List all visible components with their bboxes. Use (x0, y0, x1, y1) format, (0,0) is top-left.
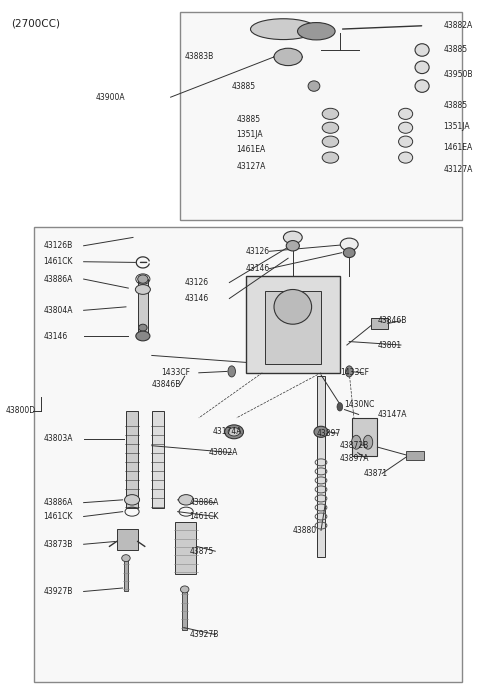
Bar (406, 451, 424, 459)
Ellipse shape (139, 324, 147, 331)
Text: 43871: 43871 (363, 469, 387, 478)
Ellipse shape (415, 80, 429, 92)
Text: 1351JA: 1351JA (237, 130, 263, 139)
Ellipse shape (415, 44, 429, 56)
Ellipse shape (322, 136, 339, 147)
Ellipse shape (322, 122, 339, 133)
Bar (246, 275, 340, 373)
Text: 43927B: 43927B (44, 587, 73, 596)
Circle shape (346, 366, 353, 377)
Bar (372, 318, 388, 329)
Text: 43127A: 43127A (443, 165, 473, 174)
Text: 1461EA: 1461EA (443, 143, 472, 152)
Text: 43126: 43126 (185, 278, 209, 287)
Text: 1461EA: 1461EA (237, 146, 265, 155)
Text: 43846B: 43846B (377, 316, 407, 325)
Text: 43127A: 43127A (237, 162, 266, 171)
Ellipse shape (398, 136, 413, 147)
Text: 43873B: 43873B (44, 539, 73, 549)
Text: 43885: 43885 (237, 115, 261, 124)
Ellipse shape (415, 61, 429, 74)
Bar (264, 291, 321, 364)
Text: 43800D: 43800D (6, 406, 36, 415)
Text: 43885: 43885 (443, 45, 468, 54)
Text: 43804A: 43804A (44, 306, 73, 315)
Ellipse shape (122, 555, 130, 562)
Ellipse shape (225, 425, 243, 438)
Ellipse shape (124, 495, 140, 505)
Text: 43897: 43897 (316, 429, 341, 438)
Text: 43801: 43801 (377, 341, 402, 349)
Circle shape (228, 366, 236, 377)
Text: 43882A: 43882A (443, 21, 472, 30)
Text: 43126B: 43126B (44, 241, 73, 250)
Ellipse shape (398, 122, 413, 133)
Text: 43803A: 43803A (44, 434, 73, 443)
Ellipse shape (138, 275, 148, 283)
Text: 43886A: 43886A (44, 498, 73, 507)
Ellipse shape (228, 428, 240, 436)
Circle shape (351, 436, 361, 449)
Text: 43897A: 43897A (340, 454, 369, 463)
Text: (2700CC): (2700CC) (11, 19, 60, 29)
Bar (138, 279, 148, 335)
Text: 1351JA: 1351JA (443, 122, 470, 131)
Text: 1461CK: 1461CK (190, 512, 219, 521)
Bar (175, 522, 196, 574)
Circle shape (337, 403, 343, 411)
Text: 1461CK: 1461CK (44, 257, 73, 266)
Text: 43927B: 43927B (190, 630, 219, 639)
Bar (117, 529, 138, 550)
Ellipse shape (274, 48, 302, 66)
Text: 43846B: 43846B (152, 380, 181, 389)
Bar (182, 588, 187, 629)
Text: 43900A: 43900A (96, 93, 125, 102)
Ellipse shape (286, 240, 300, 251)
Ellipse shape (135, 284, 150, 294)
Text: 43880: 43880 (293, 526, 317, 535)
Ellipse shape (398, 152, 413, 163)
Text: 43126: 43126 (246, 247, 270, 256)
Bar (152, 411, 164, 508)
Circle shape (363, 436, 373, 449)
Ellipse shape (136, 331, 150, 341)
Text: 43886A: 43886A (44, 275, 73, 284)
Ellipse shape (343, 248, 355, 258)
Text: 43147A: 43147A (377, 410, 407, 419)
Text: 43885: 43885 (443, 101, 468, 110)
Ellipse shape (398, 108, 413, 119)
Ellipse shape (340, 238, 358, 251)
Text: 1430NC: 1430NC (345, 399, 375, 408)
Text: 43883B: 43883B (185, 52, 214, 61)
Ellipse shape (322, 108, 339, 119)
Text: 1461CK: 1461CK (44, 512, 73, 521)
Ellipse shape (298, 22, 335, 40)
Text: 43875: 43875 (190, 546, 214, 556)
Ellipse shape (322, 152, 339, 163)
Text: 43802A: 43802A (208, 448, 238, 457)
Bar (317, 376, 325, 557)
Bar (126, 411, 138, 508)
Text: 43885: 43885 (232, 82, 256, 91)
Text: 43886A: 43886A (190, 498, 219, 507)
Text: 1433CF: 1433CF (340, 368, 369, 377)
Ellipse shape (314, 427, 328, 437)
Text: 43146: 43146 (44, 332, 68, 341)
Text: 43174A: 43174A (213, 427, 242, 436)
Text: 43146: 43146 (246, 264, 270, 273)
Text: 1433CF: 1433CF (161, 368, 190, 377)
Bar (351, 418, 377, 456)
Ellipse shape (283, 231, 302, 244)
Text: 43872B: 43872B (340, 441, 369, 450)
Text: 43950B: 43950B (443, 70, 473, 79)
Ellipse shape (179, 495, 193, 505)
Ellipse shape (308, 81, 320, 91)
Ellipse shape (180, 586, 189, 593)
Bar (34, 227, 462, 682)
Bar (180, 12, 462, 220)
Ellipse shape (251, 19, 316, 40)
Ellipse shape (274, 289, 312, 324)
Text: 43146: 43146 (185, 294, 209, 303)
Bar (123, 557, 128, 592)
